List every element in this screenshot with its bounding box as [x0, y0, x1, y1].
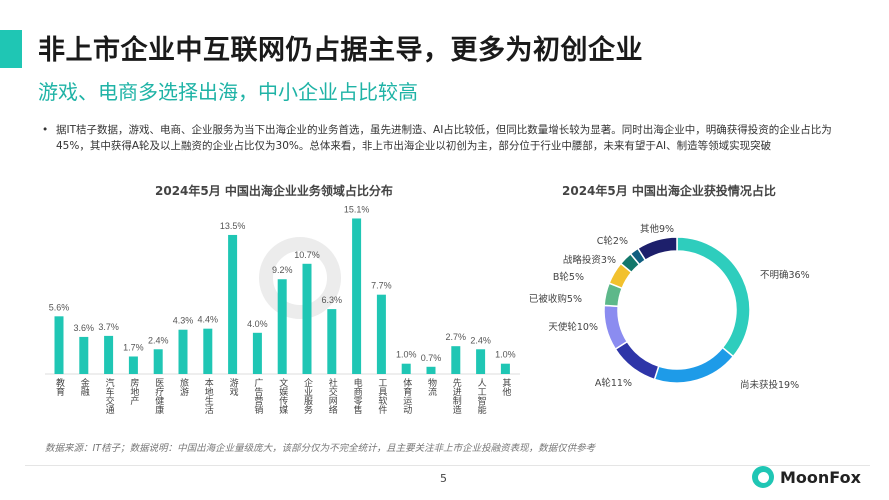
- bar-value-label: 9.2%: [272, 265, 293, 275]
- bar: [401, 363, 411, 374]
- bar: [376, 294, 386, 374]
- donut-slice: [614, 340, 660, 381]
- bar: [128, 356, 138, 374]
- page-title: 非上市企业中互联网仍占据主导，更多为初创企业: [38, 35, 643, 66]
- slice-label: 尚未获投19%: [740, 379, 799, 391]
- slice-label: B轮5%: [553, 271, 584, 283]
- bar-value-label: 2.7%: [446, 332, 467, 342]
- page-subtitle: 游戏、电商多选择出海，中小企业占比较高: [38, 80, 418, 104]
- donut-slice: [603, 304, 629, 351]
- bar: [153, 349, 163, 374]
- category-label: 先进制造: [450, 378, 461, 414]
- category-label: 旅游: [178, 378, 188, 396]
- slice-label: 其他9%: [640, 223, 674, 235]
- bar-value-label: 2.4%: [470, 335, 491, 345]
- bar-value-label: 0.7%: [421, 353, 442, 363]
- bar-value-label: 6.3%: [322, 295, 343, 305]
- category-label: 社交网络: [326, 378, 337, 414]
- category-label: 游戏: [227, 378, 238, 396]
- bar: [104, 335, 114, 374]
- donut-slice: [636, 236, 678, 262]
- bar-value-label: 13.5%: [220, 221, 246, 231]
- footer-divider: [25, 465, 870, 466]
- donut-slice: [653, 346, 735, 384]
- category-label: 金融: [78, 378, 89, 396]
- bar-value-label: 4.0%: [247, 319, 268, 329]
- bar-value-label: 3.7%: [98, 322, 119, 332]
- bar-value-label: 2.4%: [148, 335, 169, 345]
- category-label: 本地生活: [202, 378, 213, 414]
- bar-value-label: 1.7%: [123, 342, 144, 352]
- bar: [327, 309, 337, 374]
- bar: [54, 316, 64, 374]
- bar-value-label: 1.0%: [495, 350, 516, 360]
- bar-value-label: 1.0%: [396, 350, 417, 360]
- bar: [228, 234, 238, 374]
- slice-label: A轮11%: [595, 377, 632, 389]
- donut-slice: [676, 236, 751, 358]
- slice-label: 不明确36%: [760, 269, 810, 281]
- bar: [178, 329, 188, 374]
- slice-label: 已被收购5%: [529, 293, 582, 305]
- slice-label: C轮2%: [597, 235, 628, 247]
- category-label: 文娱传媒: [277, 378, 288, 414]
- title-accent-bar: [0, 30, 22, 68]
- category-label: 汽车交通: [103, 378, 114, 414]
- slice-label: 天使轮10%: [548, 321, 598, 333]
- bar: [500, 363, 510, 374]
- category-label: 广告营销: [252, 378, 263, 414]
- category-label: 人工智能: [475, 378, 486, 414]
- bar: [277, 279, 287, 374]
- bar: [252, 332, 262, 374]
- bar: [426, 366, 436, 374]
- page-number: 5: [440, 472, 447, 485]
- bar-value-label: 4.3%: [173, 316, 194, 326]
- watermark-logo-mark: [259, 237, 341, 319]
- category-label: 电商零售: [351, 378, 362, 414]
- bar: [451, 346, 461, 374]
- summary-text: 据IT桔子数据，游戏、电商、企业服务为当下出海企业的业务首选，虽先进制造、AI占…: [56, 124, 832, 152]
- logo-text: MoonFox: [780, 467, 861, 487]
- moonfox-logo: MoonFox: [752, 466, 861, 488]
- category-label: 企业服务: [302, 378, 312, 414]
- bar-value-label: 3.6%: [74, 323, 95, 333]
- bullet-dot-icon: •: [42, 124, 49, 136]
- bar: [203, 328, 213, 374]
- bar: [79, 336, 89, 374]
- category-label: 医疗健康: [153, 378, 164, 414]
- category-label: 房地产: [128, 378, 139, 405]
- bar-value-label: 4.4%: [198, 315, 219, 325]
- donut-chart-title: 2024年5月 中国出海企业获投情况占比: [562, 184, 776, 198]
- bar: [302, 263, 312, 374]
- moonfox-logo-icon: [752, 466, 774, 488]
- bar: [352, 218, 362, 374]
- category-label: 体育运动: [401, 378, 412, 414]
- category-label: 教育: [54, 378, 64, 396]
- bar-value-label: 5.6%: [49, 302, 70, 312]
- bar-value-label: 15.1%: [344, 204, 370, 214]
- category-label: 其他: [500, 378, 511, 396]
- bar-value-label: 10.7%: [294, 250, 320, 260]
- data-source-note: 数据来源：IT桔子；数据说明：中国出海企业量级庞大，该部分仅为不完全统计，且主要…: [45, 443, 596, 454]
- bar-chart-title: 2024年5月 中国出海企业业务领域占比分布: [155, 184, 393, 198]
- summary-bullet: • 据IT桔子数据，游戏、电商、企业服务为当下出海企业的业务首选，虽先进制造、AI…: [42, 122, 862, 154]
- bar: [476, 349, 486, 374]
- category-label: 物流: [426, 378, 436, 396]
- category-label: 工具软件: [376, 378, 387, 414]
- bar-value-label: 7.7%: [371, 281, 392, 291]
- slice-label: 战略投资3%: [563, 254, 616, 266]
